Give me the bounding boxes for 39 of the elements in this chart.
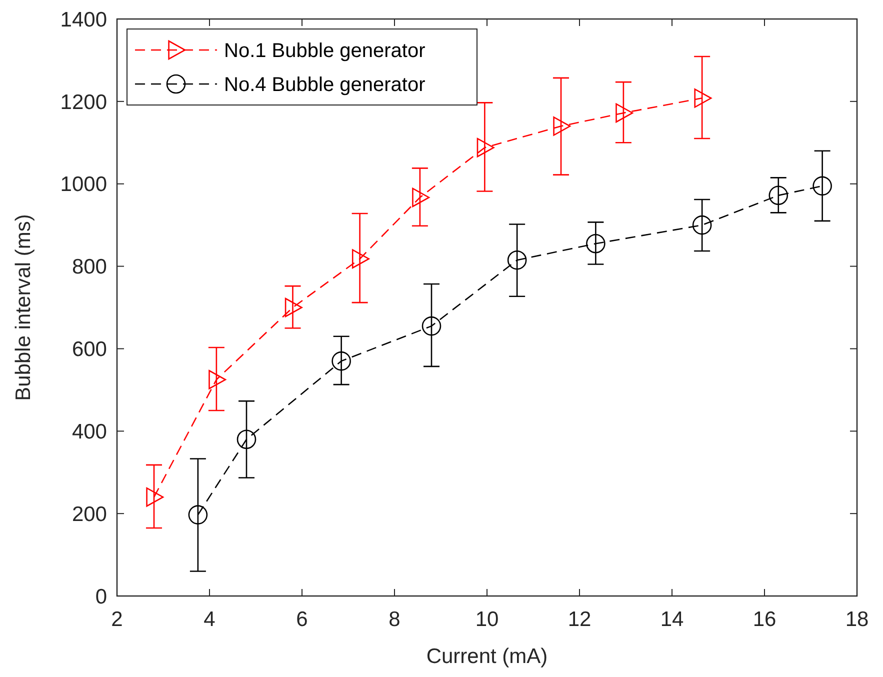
x-tick-label: 14 [660,608,684,631]
point [284,298,302,318]
point [188,505,208,524]
point [332,351,351,371]
x-tick-label: 16 [752,608,776,631]
y-tick-label: 200 [72,502,107,526]
y-tick-label: 1200 [60,90,107,114]
point [476,138,494,158]
y-tick-label: 600 [72,338,107,362]
point [507,250,527,270]
point [553,116,571,136]
y-tick-label: 800 [72,256,107,279]
point [692,215,712,235]
x-tick-label: 10 [475,608,499,631]
point [768,186,788,206]
point [812,176,832,196]
y-tick-label: 1400 [60,8,107,32]
x-tick-label: 4 [204,608,216,631]
point [146,487,164,507]
y-tick-label: 0 [95,585,107,608]
point [586,234,606,254]
x-tick-label: 2 [111,608,123,631]
point [352,249,370,269]
point [412,188,430,208]
legend-label: No.1 Bubble generator [224,40,426,62]
x-axis-title: Current (mA) [426,645,548,668]
x-tick-label: 12 [568,608,592,631]
y-tick-label: 1000 [60,173,107,196]
point [422,316,442,336]
y-axis-title: Bubble interval (ms) [12,214,35,401]
x-tick-label: 18 [845,608,869,631]
legend-label: No.4 Bubble generator [224,74,426,96]
x-tick-label: 6 [296,608,308,631]
point [694,88,712,108]
point [616,103,634,123]
y-tick-label: 400 [72,420,107,444]
x-tick-label: 8 [388,608,400,631]
point [208,370,226,390]
point [236,430,256,450]
